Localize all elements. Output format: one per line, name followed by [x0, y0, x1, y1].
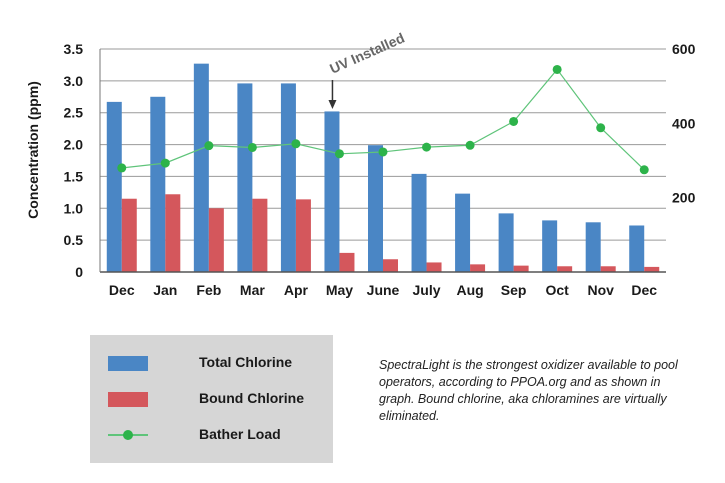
bather-load-point — [639, 165, 649, 175]
bather-load-point — [117, 163, 127, 173]
legend-item-bather-load: Bather Load — [90, 423, 333, 447]
bar-bound-chlorine — [295, 199, 311, 272]
y-tick-label: 2.0 — [64, 137, 84, 153]
axes: 0 0.5 1.0 1.5 2.0 2.5 3.0 3.5 200 400 600 Dec Jan Feb… — [64, 41, 696, 298]
bar-total-chlorine — [411, 173, 427, 272]
bar-total-chlorine — [280, 83, 296, 272]
bather-load-series — [117, 64, 649, 175]
bar-bound-chlorine — [513, 265, 529, 272]
y-axis-label: Concentration (ppm) — [25, 81, 41, 219]
bather-load-point — [247, 142, 257, 152]
x-tick-label: Dec — [109, 282, 135, 298]
bather-load-point — [160, 158, 170, 168]
x-tick-label: Aug — [456, 282, 483, 298]
x-tick-label: Apr — [284, 282, 309, 298]
legend-item-total-chlorine: Total Chlorine — [90, 351, 333, 375]
bar-total-chlorine — [455, 193, 471, 272]
bar-total-chlorine — [629, 225, 645, 272]
y2-tick-label: 400 — [672, 115, 696, 131]
bar-bound-chlorine — [644, 266, 660, 272]
y-tick-label: 2.5 — [64, 105, 84, 121]
bar-bound-chlorine — [208, 208, 224, 272]
x-tick-label: Feb — [196, 282, 221, 298]
legend-label-total-chlorine: Total Chlorine — [199, 354, 293, 370]
bar-total-chlorine — [324, 111, 340, 272]
legend-label-bound-chlorine: Bound Chlorine — [199, 390, 304, 406]
y-tick-label: 0 — [75, 264, 83, 280]
bar-bound-chlorine — [165, 194, 181, 272]
bather-load-point — [552, 64, 562, 74]
x-tick-label: Sep — [501, 282, 527, 298]
chart: 0 0.5 1.0 1.5 2.0 2.5 3.0 3.5 200 400 600 Dec Jan Feb… — [25, 30, 696, 298]
bar-total-chlorine — [193, 63, 209, 273]
uv-installed-arrowhead — [328, 100, 337, 109]
x-tick-label: Jan — [153, 282, 177, 298]
annotation: UV Installed — [327, 30, 407, 109]
explanatory-note: SpectraLight is the strongest oxidizer a… — [379, 358, 678, 423]
bar-bound-chlorine — [383, 259, 398, 272]
legend-swatch-bound-chlorine — [108, 392, 148, 407]
bar-bound-chlorine — [252, 198, 268, 272]
bar-bound-chlorine — [121, 198, 137, 272]
y2-tick-label: 200 — [672, 190, 696, 206]
legend-label-bather-load: Bather Load — [199, 426, 281, 442]
bather-load-point — [596, 123, 606, 133]
y-tick-label: 0.5 — [64, 232, 84, 248]
bather-load-point — [291, 139, 301, 149]
x-tick-label: Oct — [545, 282, 569, 298]
bar-total-chlorine — [237, 83, 253, 272]
x-tick-label: Mar — [240, 282, 265, 298]
bar-bound-chlorine — [426, 262, 442, 272]
x-tick-label: June — [367, 282, 400, 298]
bather-load-point — [465, 140, 475, 150]
x-tick-label: Dec — [631, 282, 657, 298]
bar-bound-chlorine — [470, 264, 486, 272]
bar-total-chlorine — [585, 222, 601, 272]
bar-total-chlorine — [106, 101, 122, 272]
bar-total-chlorine — [498, 213, 514, 272]
y-tick-label: 1.0 — [64, 200, 84, 216]
x-tick-label: Nov — [587, 282, 614, 298]
bar-total-chlorine — [150, 96, 166, 273]
x-tick-label: May — [326, 282, 353, 298]
bather-load-point — [204, 141, 214, 151]
uv-installed-annotation: UV Installed — [327, 30, 407, 77]
y2-tick-label: 600 — [672, 41, 696, 57]
bar-bound-chlorine — [600, 266, 616, 272]
bar-bound-chlorine — [339, 252, 355, 272]
legend: Total Chlorine Bound Chlorine Bather Loa… — [90, 335, 333, 463]
y-tick-label: 3.0 — [64, 73, 84, 89]
bather-load-point — [422, 142, 432, 152]
bar-bound-chlorine — [557, 266, 573, 272]
legend-item-bound-chlorine: Bound Chlorine — [90, 387, 333, 411]
bar-total-chlorine — [368, 145, 383, 272]
bather-load-point — [509, 116, 519, 126]
x-tick-label: July — [413, 282, 441, 298]
y-tick-label: 1.5 — [64, 168, 84, 184]
legend-swatch-bather-load-marker — [123, 430, 133, 440]
bar-total-chlorine — [542, 220, 558, 272]
bather-load-point — [334, 149, 344, 159]
legend-swatch-total-chlorine — [108, 356, 148, 371]
y-tick-label: 3.5 — [64, 41, 84, 57]
bather-load-point — [378, 147, 388, 157]
